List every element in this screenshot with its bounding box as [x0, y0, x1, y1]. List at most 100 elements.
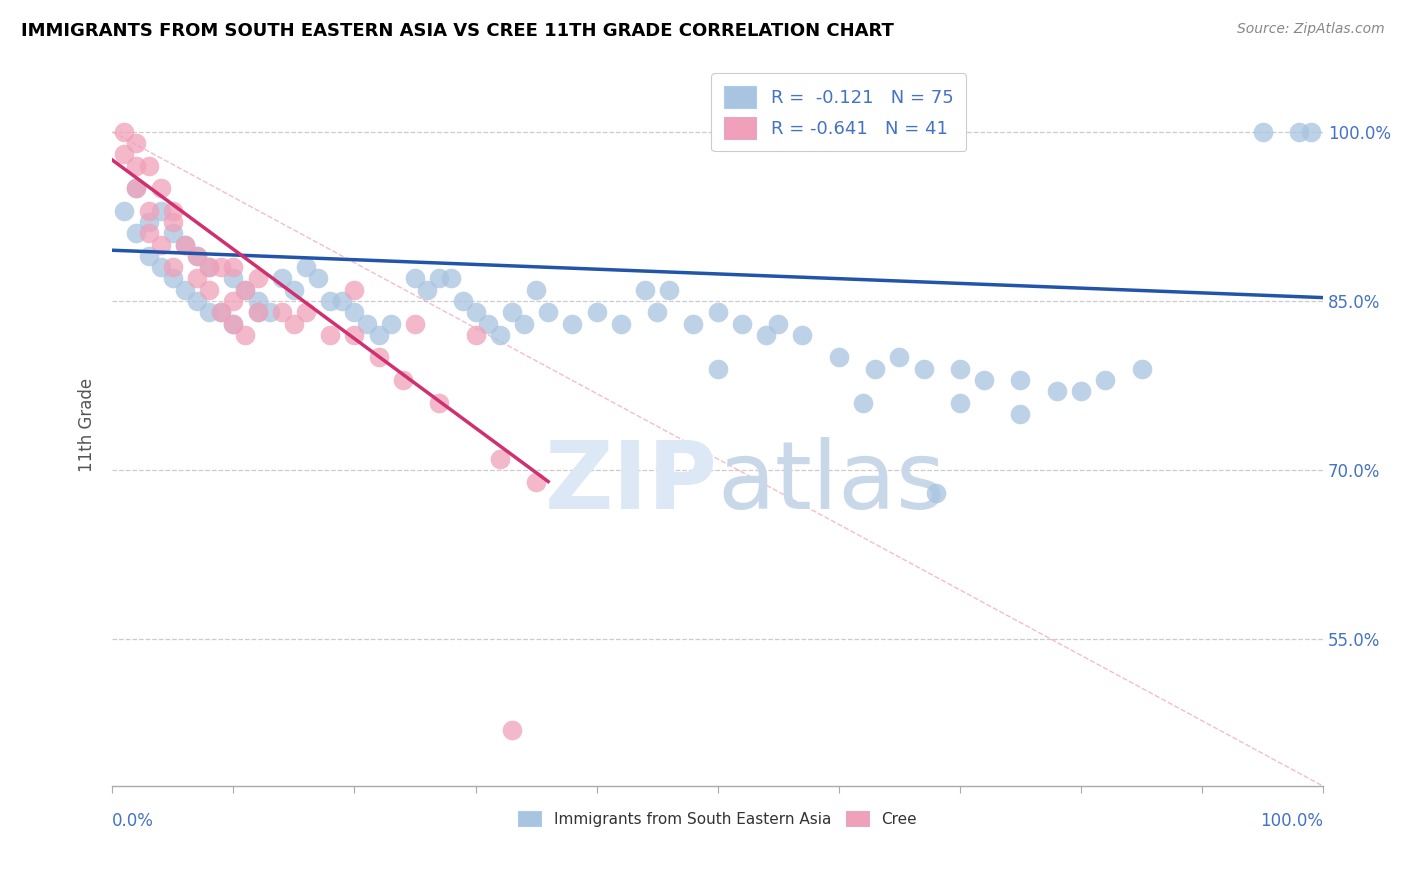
Point	[283, 283, 305, 297]
Point	[477, 317, 499, 331]
Legend: R =  -0.121   N = 75, R = -0.641   N = 41: R = -0.121 N = 75, R = -0.641 N = 41	[711, 73, 966, 152]
Point	[149, 203, 172, 218]
Point	[416, 283, 439, 297]
Point	[319, 327, 342, 342]
Point	[464, 327, 486, 342]
Point	[186, 271, 208, 285]
Point	[912, 361, 935, 376]
Point	[112, 203, 135, 218]
Point	[235, 283, 257, 297]
Point	[1046, 384, 1069, 399]
Point	[610, 317, 633, 331]
Point	[125, 181, 148, 195]
Point	[453, 293, 475, 308]
Point	[949, 395, 972, 409]
Point	[404, 271, 426, 285]
Point	[792, 327, 814, 342]
Point	[524, 283, 547, 297]
Point	[149, 260, 172, 274]
Point	[924, 485, 946, 500]
Point	[392, 373, 415, 387]
Point	[1130, 361, 1153, 376]
Point	[162, 260, 184, 274]
Point	[427, 395, 450, 409]
Point	[1010, 407, 1032, 421]
Point	[138, 203, 160, 218]
Point	[658, 283, 681, 297]
Point	[1010, 373, 1032, 387]
Point	[174, 237, 197, 252]
Point	[404, 317, 426, 331]
Point	[186, 249, 208, 263]
Point	[209, 305, 232, 319]
Point	[755, 327, 778, 342]
Point	[513, 317, 536, 331]
Point	[209, 305, 232, 319]
Point	[1299, 125, 1322, 139]
Point	[198, 283, 221, 297]
Point	[634, 283, 657, 297]
Point	[186, 249, 208, 263]
Point	[162, 227, 184, 241]
Text: 0.0%: 0.0%	[112, 812, 155, 830]
Point	[259, 305, 281, 319]
Point	[295, 260, 318, 274]
Point	[138, 249, 160, 263]
Point	[222, 271, 245, 285]
Point	[501, 305, 523, 319]
Point	[852, 395, 875, 409]
Point	[427, 271, 450, 285]
Point	[356, 317, 378, 331]
Point	[222, 293, 245, 308]
Point	[222, 317, 245, 331]
Text: IMMIGRANTS FROM SOUTH EASTERN ASIA VS CREE 11TH GRADE CORRELATION CHART: IMMIGRANTS FROM SOUTH EASTERN ASIA VS CR…	[21, 22, 894, 40]
Point	[125, 159, 148, 173]
Point	[1094, 373, 1116, 387]
Point	[283, 317, 305, 331]
Point	[949, 361, 972, 376]
Point	[174, 237, 197, 252]
Point	[501, 723, 523, 737]
Point	[149, 237, 172, 252]
Point	[162, 215, 184, 229]
Point	[149, 181, 172, 195]
Point	[307, 271, 329, 285]
Point	[319, 293, 342, 308]
Point	[125, 136, 148, 150]
Point	[585, 305, 607, 319]
Point	[138, 159, 160, 173]
Point	[246, 305, 269, 319]
Point	[270, 305, 292, 319]
Point	[706, 361, 728, 376]
Point	[235, 283, 257, 297]
Point	[198, 260, 221, 274]
Point	[682, 317, 704, 331]
Point	[561, 317, 583, 331]
Point	[198, 260, 221, 274]
Point	[246, 271, 269, 285]
Point	[138, 227, 160, 241]
Point	[1070, 384, 1092, 399]
Point	[125, 227, 148, 241]
Text: 100.0%: 100.0%	[1260, 812, 1323, 830]
Point	[645, 305, 668, 319]
Point	[1251, 125, 1274, 139]
Point	[343, 327, 366, 342]
Point	[162, 271, 184, 285]
Point	[246, 293, 269, 308]
Point	[488, 452, 510, 467]
Point	[488, 327, 510, 342]
Point	[537, 305, 560, 319]
Point	[186, 293, 208, 308]
Point	[380, 317, 402, 331]
Point	[367, 327, 389, 342]
Point	[1288, 125, 1310, 139]
Text: Source: ZipAtlas.com: Source: ZipAtlas.com	[1237, 22, 1385, 37]
Point	[330, 293, 353, 308]
Y-axis label: 11th Grade: 11th Grade	[79, 378, 96, 472]
Point	[973, 373, 995, 387]
Point	[889, 351, 911, 365]
Point	[270, 271, 292, 285]
Point	[246, 305, 269, 319]
Point	[731, 317, 754, 331]
